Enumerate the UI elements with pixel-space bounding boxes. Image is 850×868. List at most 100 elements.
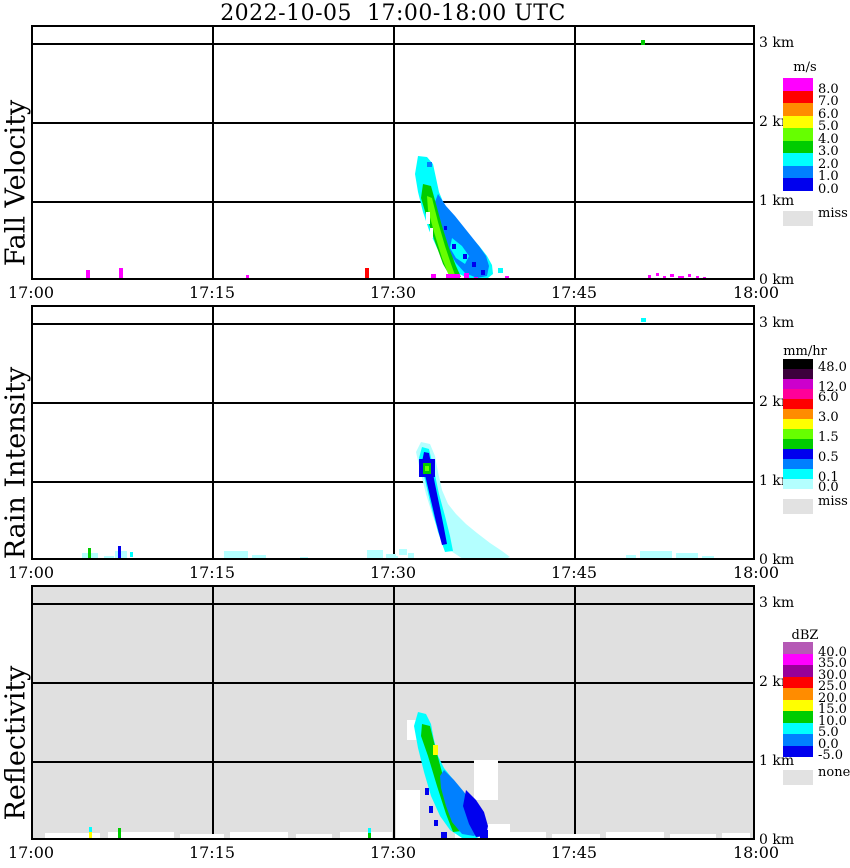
gridline-1745 — [574, 587, 576, 838]
legend-band-swatch — [783, 165, 813, 178]
legend-band-label: 25.0 — [818, 679, 847, 694]
legend-band-label: 4.0 — [818, 131, 839, 147]
legend-band-label: 5.0 — [818, 119, 839, 134]
legend-band-label: 1.0 — [818, 169, 839, 184]
legend-title: mm/hr — [783, 344, 827, 359]
legend-band-label: 1.5 — [818, 430, 839, 445]
legend-band-swatch — [783, 140, 813, 153]
page-title: 2022-10-05 17:00-18:00 UTC — [220, 1, 566, 26]
gridline-1745 — [574, 27, 576, 278]
legend-band-swatch — [783, 399, 813, 409]
legend-band-swatch — [783, 103, 813, 116]
legend-band-label: 6.0 — [818, 106, 839, 122]
legend-title: dBZ — [791, 628, 819, 643]
legend-band-swatch — [783, 359, 813, 369]
height-tick-label: 3 km — [759, 315, 795, 331]
legend-band-swatch — [783, 369, 813, 379]
time-tick-label: 18:00 — [732, 843, 780, 862]
legend-band-swatch — [783, 449, 813, 459]
legend-band-swatch — [783, 153, 813, 166]
plot-panel-reflectivity — [31, 585, 755, 840]
legend-missing-label: none — [818, 765, 850, 780]
gridline-1745 — [574, 307, 576, 558]
gridline-1715 — [212, 587, 214, 838]
legend-band-swatch — [783, 665, 813, 677]
time-tick-label: 17:15 — [188, 283, 236, 302]
legend-missing-label: miss — [818, 205, 848, 221]
legend-band-label: 8.0 — [818, 81, 839, 97]
legend-band-label: 0.0 — [818, 736, 839, 752]
legend-band-swatch — [783, 734, 813, 746]
legend-band-swatch — [783, 128, 813, 141]
legend-missing-swatch — [783, 499, 813, 514]
legend-title: m/s — [793, 60, 817, 75]
panel-label-rain-intensity: Rain Intensity — [0, 366, 32, 560]
legend-band-label: 3.0 — [818, 144, 839, 159]
plot-panel-rain-intensity — [31, 305, 755, 560]
time-tick-label: 17:15 — [188, 563, 236, 582]
legend-band-swatch — [783, 419, 813, 429]
height-tick-label: 3 km — [759, 595, 795, 611]
legend-band-label: 2.0 — [818, 156, 839, 172]
legend-band-label: 48.0 — [818, 360, 847, 375]
gridline-1715 — [212, 307, 214, 558]
time-tick-label: 17:45 — [550, 563, 598, 582]
legend-band-swatch — [783, 90, 813, 103]
legend-band-swatch — [783, 409, 813, 419]
legend-band-swatch — [783, 722, 813, 734]
legend-band-swatch — [783, 653, 813, 665]
time-tick-label: 17:00 — [7, 283, 55, 302]
time-tick-label: 17:45 — [550, 843, 598, 862]
legend-band-swatch — [783, 699, 813, 711]
legend-band-swatch — [783, 459, 813, 469]
legend-band-label: 35.0 — [818, 656, 847, 671]
height-tick-label: 1 km — [759, 193, 795, 209]
legend-band-swatch — [783, 78, 813, 91]
height-tick-label: 0 km — [759, 832, 795, 848]
legend-band-swatch — [783, 676, 813, 688]
legend-band-swatch — [783, 642, 813, 654]
legend-band-swatch — [783, 469, 813, 479]
time-tick-label: 17:45 — [550, 283, 598, 302]
height-tick-label: 0 km — [759, 272, 795, 288]
time-tick-label: 18:00 — [732, 283, 780, 302]
height-tick-label: 0 km — [759, 552, 795, 568]
legend-band-label: 40.0 — [818, 644, 847, 660]
legend-band-swatch — [783, 479, 813, 489]
legend-band-label: 7.0 — [818, 94, 839, 109]
legend-band-label: 30.0 — [818, 667, 847, 683]
legend-band-swatch — [783, 178, 813, 191]
legend-band-label: 3.0 — [818, 410, 839, 425]
legend-band-swatch — [783, 429, 813, 439]
legend-band-label: 0.1 — [818, 470, 839, 485]
legend-band-label: 20.0 — [818, 690, 847, 706]
time-tick-label: 17:30 — [369, 563, 417, 582]
legend-band-swatch — [783, 745, 813, 757]
legend-band-swatch — [783, 379, 813, 389]
legend-band-label: 0.0 — [818, 181, 839, 197]
legend-missing-swatch — [783, 210, 813, 226]
legend-band-label: 5.0 — [818, 725, 839, 740]
legend-band-swatch — [783, 439, 813, 449]
gridline-1730 — [393, 587, 395, 838]
legend-band-swatch — [783, 688, 813, 700]
height-tick-label: 1 km — [759, 753, 795, 769]
panel-label-fall-velocity: Fall Velocity — [0, 99, 32, 267]
legend-band-label: 10.0 — [818, 713, 847, 729]
time-tick-label: 18:00 — [732, 563, 780, 582]
legend-band-label: -5.0 — [818, 748, 844, 763]
panel-label-reflectivity: Reflectivity — [0, 665, 32, 821]
legend-band-swatch — [783, 711, 813, 723]
height-tick-label: 3 km — [759, 35, 795, 51]
legend-missing-label: miss — [818, 494, 848, 509]
legend-band-swatch — [783, 115, 813, 128]
legend-band-label: 0.5 — [818, 450, 839, 465]
gridline-1730 — [393, 27, 395, 278]
time-tick-label: 17:00 — [7, 843, 55, 862]
legend-missing-swatch — [783, 770, 813, 785]
legend-band-label: 0.0 — [818, 480, 839, 495]
legend-band-label: 12.0 — [818, 380, 847, 395]
time-tick-label: 17:30 — [369, 283, 417, 302]
legend-band-label: 15.0 — [818, 702, 847, 717]
